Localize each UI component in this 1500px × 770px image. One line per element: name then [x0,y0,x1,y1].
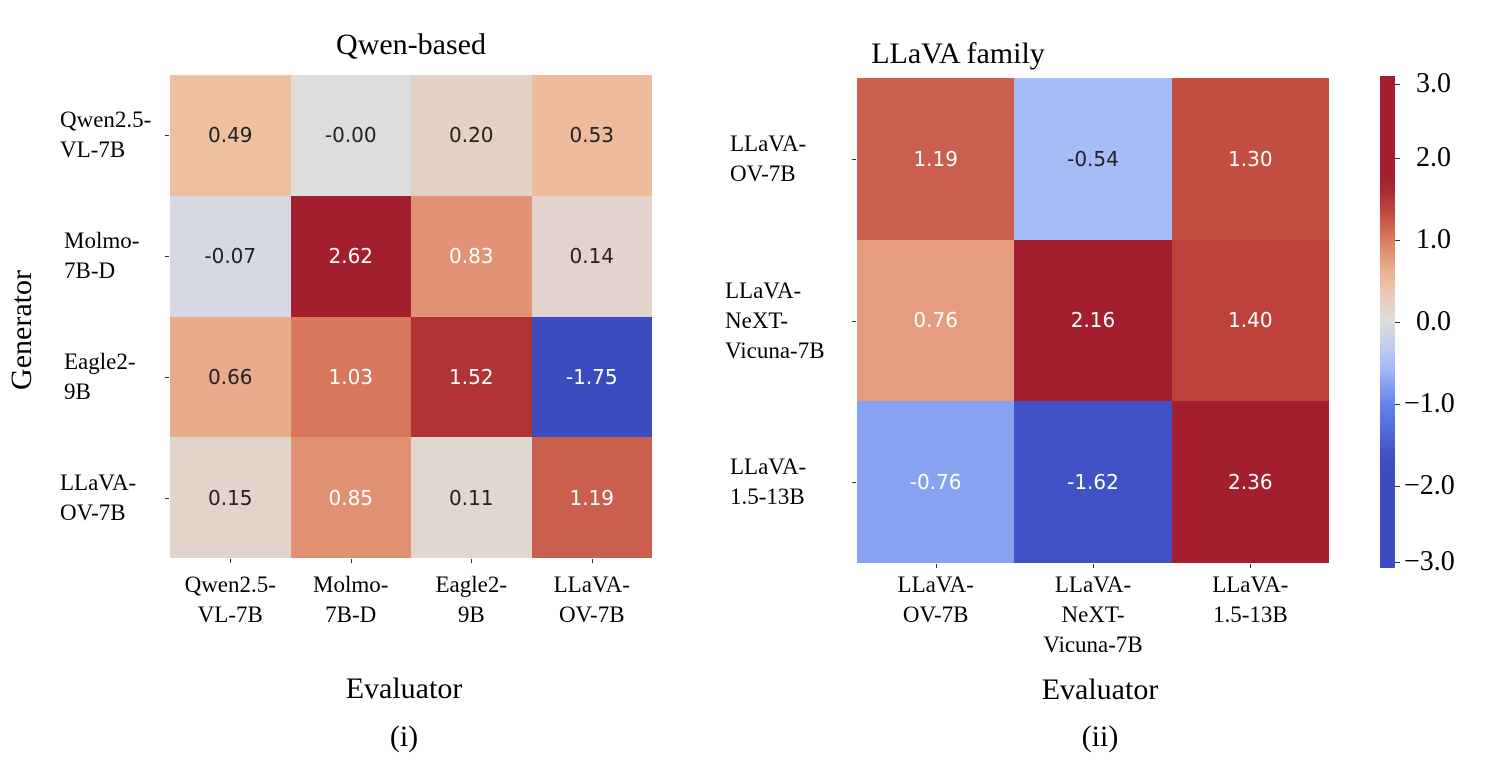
y-tick-mark [852,482,856,484]
heatmap-cell: -0.07 [170,195,291,317]
y-tick-mark [165,135,169,137]
x-tick-mark [350,559,352,563]
heatmap-cell: 1.30 [1171,78,1329,240]
heatmap-cell: 2.36 [1171,401,1329,563]
colorbar-tick-mark [1395,240,1400,241]
y-tick-label: LLaVA- OV-7B [60,469,137,525]
heatmap-cell: 0.11 [411,437,532,558]
x-tick-mark [591,559,593,563]
y-tick-label: LLaVA- OV-7B [730,130,807,186]
heatmap-cell: 0.15 [170,437,291,558]
y-tick-mark [165,376,169,378]
colorbar-tick-label: −1.0 [1404,388,1455,419]
colorbar-tick-label: −3.0 [1404,546,1455,577]
y-tick-label: Qwen2.5- VL-7B [60,107,152,163]
heatmap-cell: -1.75 [531,316,652,438]
right-chart-title: LLaVA family [871,37,1045,70]
x-tick-mark [1093,564,1094,568]
heatmap-cell: 1.03 [290,316,411,438]
colorbar-tick-label: 3.0 [1416,68,1451,99]
left-panel-label: (i) [389,720,419,753]
heatmap-cell: 1.19 [857,78,1015,240]
x-tick-mark [230,559,232,563]
heatmap-cell: 0.76 [857,239,1015,402]
heatmap-cell: 2.62 [290,195,411,317]
colorbar-tick-label: −2.0 [1404,470,1455,501]
colorbar [1380,76,1395,568]
y-tick-mark [165,256,169,258]
colorbar-tick-label: 0.0 [1416,306,1451,337]
heatmap-cell: 0.66 [170,316,291,438]
x-tick-label: LLaVA- OV-7B [897,572,974,627]
heatmap-cell: -0.54 [1014,78,1172,240]
heatmap-cell: 1.40 [1171,239,1329,402]
x-tick-label: Qwen2.5- VL-7B [184,572,276,627]
colorbar-tick-mark [1395,404,1400,405]
y-tick-mark [852,320,856,322]
heatmap-cell: -0.00 [290,75,411,196]
x-tick-mark [471,559,473,563]
x-tick-label: LLaVA- 1.5-13B [1212,572,1289,627]
y-tick-mark [852,158,856,160]
right-x-axis-label: Evaluator [1041,673,1159,706]
x-tick-mark [1250,564,1252,568]
y-tick-label: Eagle2- 9B [64,348,136,404]
colorbar-tick-label: 1.0 [1416,224,1451,255]
left-chart-title: Qwen-based [336,28,486,61]
heatmap-cell: 0.20 [411,75,532,196]
x-tick-mark [935,564,937,568]
heatmap-cell: -0.76 [857,401,1015,563]
y-tick-label: LLaVA- NeXT- Vicuna-7B [725,277,825,363]
heatmap-cell: 2.16 [1014,239,1172,402]
heatmap-cell: 1.52 [411,316,532,438]
colorbar-tick-mark [1395,486,1400,487]
heatmap-cell: 0.83 [411,195,532,317]
x-tick-label: LLaVA- OV-7B [553,572,630,627]
colorbar-tick-label: 2.0 [1416,142,1451,173]
left-y-axis-label: Generator [5,270,38,390]
x-tick-label: Molmo- 7B-D [313,572,389,627]
x-tick-label: LLaVA- NeXT- Vicuna-7B [1043,572,1143,657]
y-tick-mark [165,497,169,499]
heatmap-cell: -1.62 [1014,401,1172,563]
heatmap-cell: 1.19 [531,437,652,558]
colorbar-tick-mark [1395,84,1400,85]
right-panel-label: (ii) [1081,720,1119,753]
heatmap-cell: 0.53 [531,75,652,196]
x-tick-label: Eagle2- 9B [435,572,508,627]
left-x-axis-label: Evaluator [345,672,463,705]
y-tick-label: LLaVA- 1.5-13B [730,454,807,510]
colorbar-tick-mark [1395,562,1400,563]
y-tick-label: Molmo- 7B-D [64,228,140,284]
heatmap-cell: 0.49 [170,75,291,196]
colorbar-tick-mark [1395,322,1400,323]
heatmap-cell: 0.14 [531,195,652,317]
heatmap-cell: 0.85 [290,437,411,558]
colorbar-tick-mark [1395,158,1400,159]
